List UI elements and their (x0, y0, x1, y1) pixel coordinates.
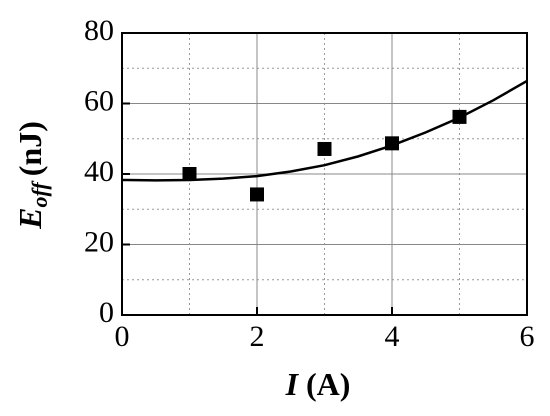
y-tick-label: 0 (99, 296, 114, 329)
y-tick-label: 40 (84, 155, 114, 188)
x-tick-label: 4 (385, 320, 400, 353)
data-point (385, 136, 399, 151)
data-point (182, 167, 197, 181)
x-label-symbol: I (285, 366, 300, 402)
y-label-symbol: E (12, 208, 48, 230)
y-tick-label: 60 (84, 84, 114, 117)
plot-frame (121, 32, 528, 316)
y-tick-label: 20 (84, 225, 114, 258)
x-label-unit: (A) (306, 366, 350, 402)
y-label-unit: (nJ) (12, 121, 48, 176)
data-point (317, 141, 332, 156)
y-label-subscript: off (27, 180, 52, 208)
y-axis-label: Eoff (nJ) (12, 121, 52, 230)
x-tick-label: 6 (520, 320, 535, 353)
fit-line (121, 79, 528, 182)
data-point (250, 187, 264, 202)
data-point (452, 109, 467, 124)
y-tick-label: 80 (84, 14, 114, 47)
x-tick-label: 2 (250, 320, 265, 353)
x-tick-label: 0 (115, 320, 130, 353)
x-axis-label: I (A) (285, 366, 351, 402)
